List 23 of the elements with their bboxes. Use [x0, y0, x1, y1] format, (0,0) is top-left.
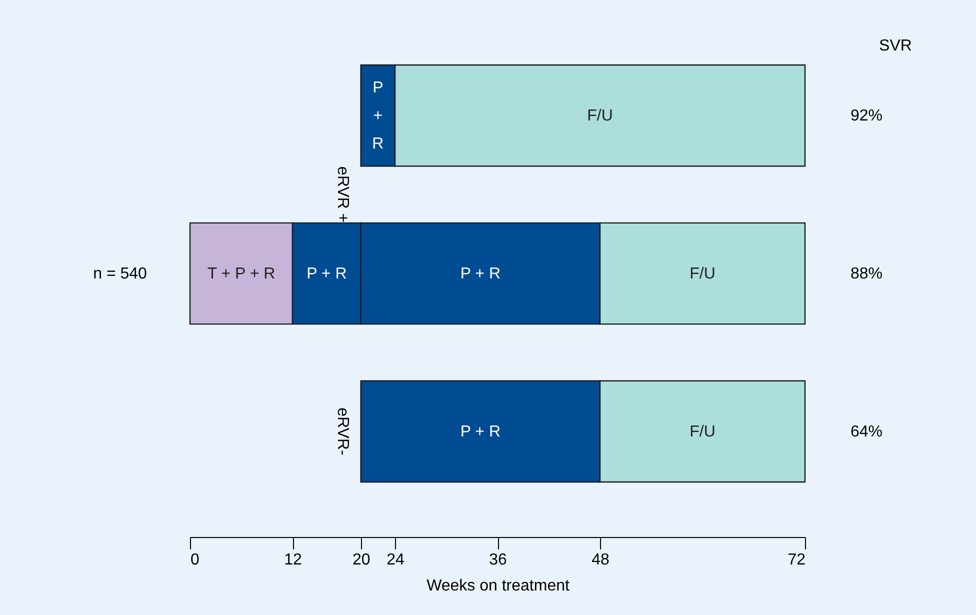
x-axis-title: Weeks on treatment [426, 578, 570, 594]
y-axis-title: SVR [879, 38, 912, 54]
y-tick-label: 92% [850, 108, 883, 125]
x-tick-label: 12 [284, 552, 302, 568]
series-label: P + R [372, 80, 384, 153]
series-label: T + P + R [207, 266, 276, 282]
annotation: eRVR + [334, 166, 351, 223]
series-label: F/U [587, 108, 613, 125]
x-tick-label: 48 [592, 552, 610, 568]
annotation: eRVR- [334, 408, 351, 456]
x-tick-label: 24 [386, 552, 404, 568]
y-tick-label: 64% [850, 423, 883, 440]
text: F/U [690, 423, 716, 440]
text: F/U [690, 266, 716, 282]
text: P + R [460, 423, 501, 440]
series-label: P + R [460, 266, 501, 282]
x-tick-label: 0 [190, 552, 200, 568]
x-tick-label: 20 [352, 552, 370, 568]
y-tick-label: 88% [850, 266, 883, 282]
text: n = 540 [93, 266, 148, 282]
x-tick-label: 72 [788, 552, 806, 568]
text: P + R [306, 266, 347, 282]
x-tick-label: 36 [489, 552, 507, 568]
